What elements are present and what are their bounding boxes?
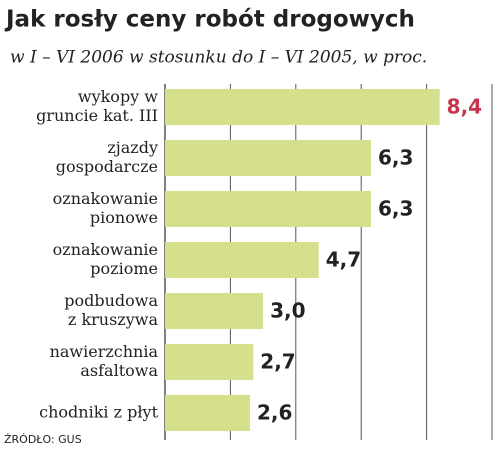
y-tick-label: gospodarcze <box>56 157 158 176</box>
bar <box>165 344 254 380</box>
y-tick-label: pionowe <box>90 208 158 227</box>
value-label: 4,7 <box>326 248 361 272</box>
y-tick-label: poziome <box>90 259 158 278</box>
value-label: 2,6 <box>257 401 292 425</box>
value-label: 2,7 <box>260 350 295 374</box>
y-tick-label: z kruszywa <box>68 310 159 329</box>
value-label: 6,3 <box>378 146 413 170</box>
y-tick-label: nawierzchnia <box>50 342 159 361</box>
y-tick-label: asfaltowa <box>80 361 158 380</box>
bar <box>165 89 440 125</box>
y-tick-label: oznakowanie <box>53 240 158 259</box>
y-tick-label: chodniki z płyt <box>39 403 158 422</box>
chart-subtitle: w I – VI 2006 w stosunku do I – VI 2005,… <box>10 48 427 68</box>
source: ŹRÓDŁO: GUS <box>4 433 82 446</box>
value-label: 3,0 <box>270 299 305 323</box>
y-tick-label: wykopy w <box>78 87 158 106</box>
bar <box>165 242 319 278</box>
y-tick-label: zjazdy <box>107 138 158 157</box>
bar <box>165 293 264 329</box>
value-label: 8,4 <box>447 95 482 119</box>
y-tick-label: oznakowanie <box>53 189 158 208</box>
value-label: 6,3 <box>378 197 413 221</box>
bar <box>165 395 251 431</box>
y-tick-label: podbudowa <box>64 291 158 310</box>
bar <box>165 191 372 227</box>
bar <box>165 140 372 176</box>
y-tick-label: gruncie kat. III <box>36 106 158 125</box>
chart-title: Jak rosły ceny robót drogowych <box>4 7 415 33</box>
